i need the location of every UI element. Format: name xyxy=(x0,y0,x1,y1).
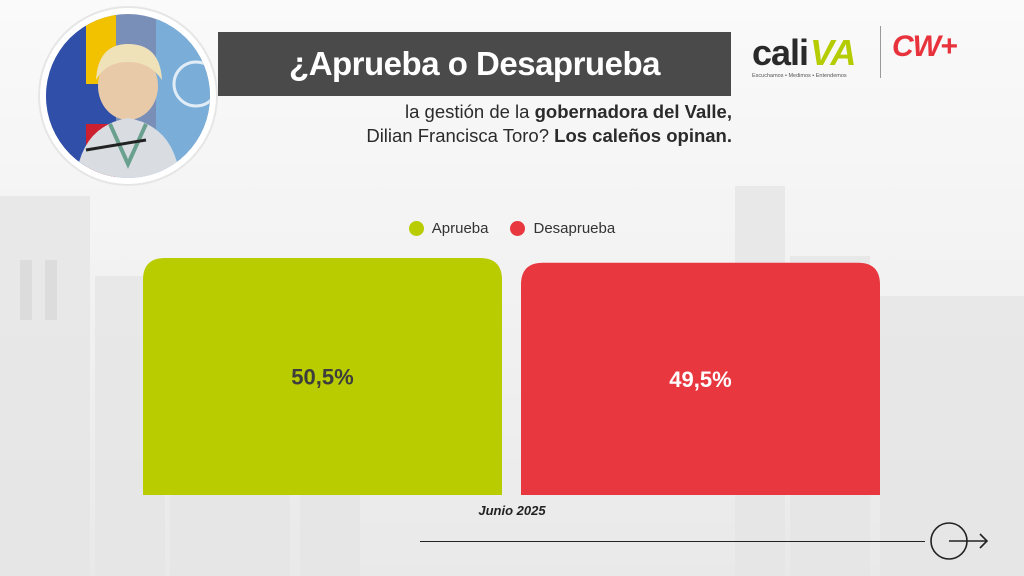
bar-desaprueba xyxy=(521,262,880,495)
chart-legend: Aprueba Desaprueba xyxy=(0,218,1024,238)
subtitle-bold-2: Los caleños opinan. xyxy=(554,125,732,146)
legend-item-desaprueba: Desaprueba xyxy=(510,218,615,238)
legend-item-aprueba: Aprueba xyxy=(408,218,489,238)
title-banner: ¿Aprueba o Desaprueba xyxy=(218,32,731,96)
legend-label-aprueba: Aprueba xyxy=(431,219,489,237)
chart-title: ¿Aprueba o Desaprueba xyxy=(289,45,660,82)
governor-photo xyxy=(40,8,216,184)
legend-swatch-desaprueba xyxy=(510,220,526,236)
caliva-tagline: Escuchamos • Medimos • Entendemos xyxy=(752,73,847,79)
legend-label-desaprueba: Desaprueba xyxy=(533,219,616,237)
legend-swatch-aprueba xyxy=(408,220,424,236)
next-button[interactable] xyxy=(929,521,991,561)
subtitle-text-2: Dilian Francisca Toro? xyxy=(366,125,555,146)
period-label: Junio 2025 xyxy=(478,503,546,518)
caliva-logo-va: VA xyxy=(810,32,856,73)
arrow-right-circle-icon xyxy=(930,522,989,560)
footer-rule xyxy=(420,541,925,542)
caliva-logo: cali VA Escuchamos • Medimos • Entendemo… xyxy=(752,32,870,84)
caliva-logo-word: cali xyxy=(752,32,809,73)
subtitle-bold-1: gobernadora del Valle, xyxy=(534,101,732,122)
subtitle-text-1: la gestión de la xyxy=(405,101,535,122)
logo-divider xyxy=(880,26,881,78)
bar-aprueba xyxy=(143,258,502,495)
data-label-desaprueba: 49,5% xyxy=(669,367,731,392)
cw-plus-logo: CW+ xyxy=(892,30,957,63)
data-label-aprueba: 50,5% xyxy=(291,365,353,390)
chart-subtitle: la gestión de la gobernadora del Valle, … xyxy=(232,100,732,148)
